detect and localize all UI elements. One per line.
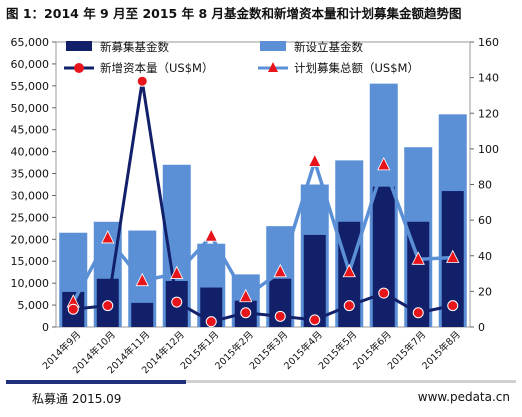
footer-accent-bar	[6, 380, 186, 384]
marker-plan-raise	[377, 157, 391, 171]
marker-new-capital	[274, 310, 286, 322]
left-axis-label: 50,000	[11, 102, 50, 115]
right-axis-label: 120	[478, 107, 499, 120]
right-axis-label: 60	[478, 214, 492, 227]
left-axis-label: 25,000	[11, 211, 50, 224]
marker-new-capital	[67, 303, 79, 315]
marker-plan-raise	[204, 228, 218, 242]
footer-url: www.pedata.cn	[417, 390, 510, 404]
legend-swatch	[66, 41, 92, 51]
chart: 0 5,000 10,000 15,000 20,000 25,000 30,000 35,0…	[11, 36, 500, 376]
right-axis-label: 20	[478, 285, 492, 298]
marker-new-capital	[171, 296, 183, 308]
right-axis-label: 80	[478, 179, 492, 192]
bar-new-funds	[372, 186, 395, 327]
footer-divider	[6, 380, 516, 383]
legend-marker	[74, 63, 84, 73]
left-axis-label: 5,000	[18, 299, 50, 312]
marker-new-capital	[447, 300, 459, 312]
line-plan-raise	[71, 155, 453, 303]
marker-plan-raise	[239, 288, 253, 303]
marker-new-capital	[309, 314, 321, 326]
left-axis-label: 10,000	[11, 277, 50, 290]
marker-new-capital	[205, 316, 217, 328]
left-axis-label: 30,000	[11, 189, 50, 202]
left-axis-label: 0	[42, 321, 49, 334]
left-axis-label: 15,000	[11, 255, 50, 268]
marker-new-capital	[136, 75, 148, 87]
left-axis-label: 65,000	[11, 36, 50, 49]
right-axis-label: 160	[478, 36, 499, 49]
marker-plan-raise	[135, 272, 149, 287]
left-axis-label: 40,000	[11, 146, 50, 159]
left-axis-label: 45,000	[11, 124, 50, 137]
marker-new-capital	[102, 300, 114, 312]
marker-plan-raise	[446, 249, 460, 263]
left-axis-label: 55,000	[11, 80, 50, 93]
line-new-capital	[73, 80, 454, 324]
marker-plan-raise	[170, 265, 184, 279]
marker-plan-raise	[411, 251, 425, 265]
footer-source: 私募通 2015.09	[32, 392, 122, 406]
legend-label: 计划募集总额（US$M）	[294, 61, 419, 75]
legend-label: 新设立基金数	[294, 40, 363, 54]
marker-new-capital	[412, 307, 424, 319]
bars-group	[59, 83, 467, 328]
marker-plan-raise	[308, 153, 322, 167]
legend-marker	[268, 62, 278, 72]
lines-group	[66, 75, 460, 328]
bar-new-funds	[303, 234, 326, 327]
right-axis-label: 100	[478, 143, 499, 156]
chart-title: 图 1：2014 年 9 月至 2015 年 8 月基金数和新增资本量和计划募集…	[6, 6, 462, 21]
marker-new-capital	[240, 307, 252, 319]
left-axis-label: 35,000	[11, 168, 50, 181]
left-axis-label: 20,000	[11, 233, 50, 246]
legend-swatch	[260, 41, 286, 51]
bar-new-funds	[131, 302, 154, 327]
left-axis-label: 60,000	[11, 58, 50, 71]
right-axis-label: 40	[478, 250, 492, 263]
marker-plan-raise	[101, 230, 115, 244]
marker-new-capital	[343, 300, 355, 312]
right-axis-label: 140	[478, 72, 499, 85]
marker-plan-raise	[273, 263, 287, 278]
marker-new-capital	[378, 287, 390, 299]
legend-label: 新募集基金数	[100, 40, 169, 54]
legend-label: 新增资本量（US$M）	[100, 61, 213, 75]
marker-plan-raise	[342, 263, 356, 278]
right-axis-label: 0	[478, 321, 485, 334]
